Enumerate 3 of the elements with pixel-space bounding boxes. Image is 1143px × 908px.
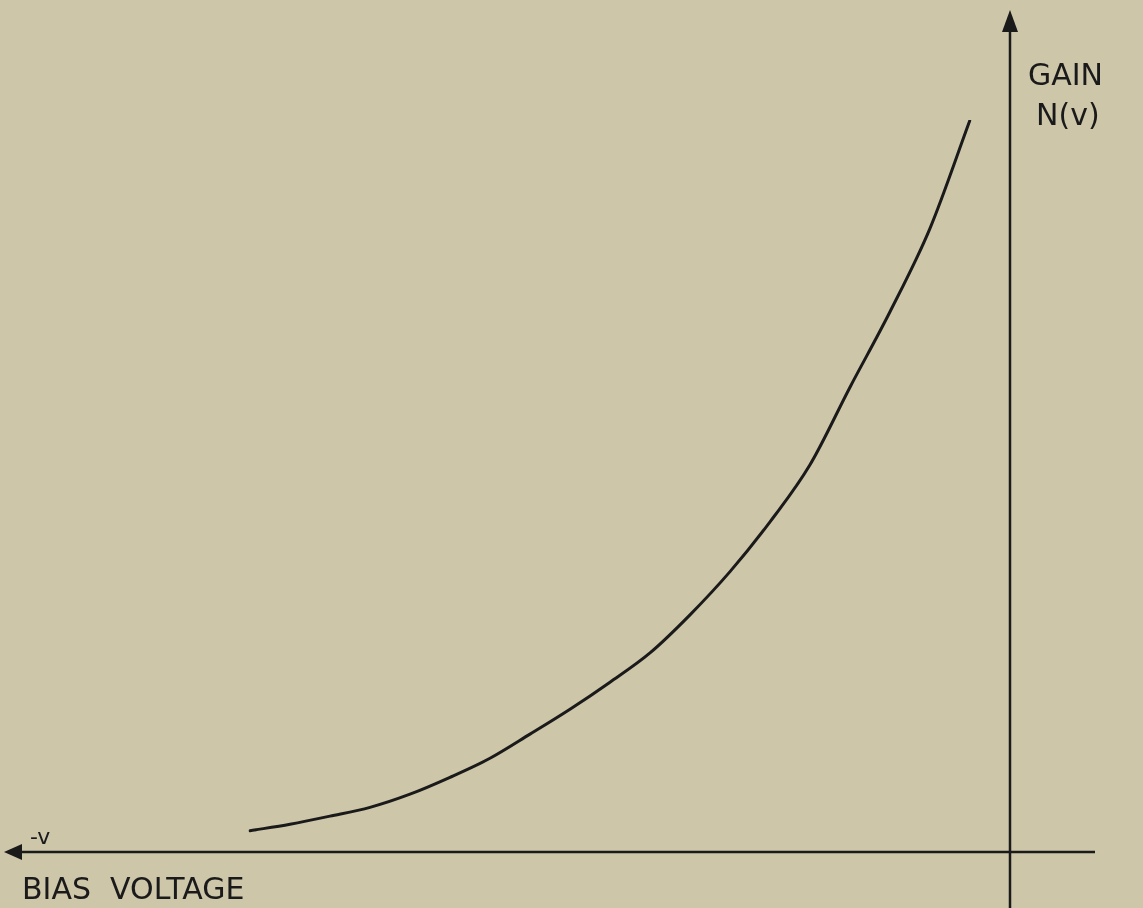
text: -v xyxy=(30,824,51,849)
x-axis-title: BIAS VOLTAGE xyxy=(22,871,245,906)
y-axis-title: GAIN N(v) xyxy=(1028,57,1104,132)
